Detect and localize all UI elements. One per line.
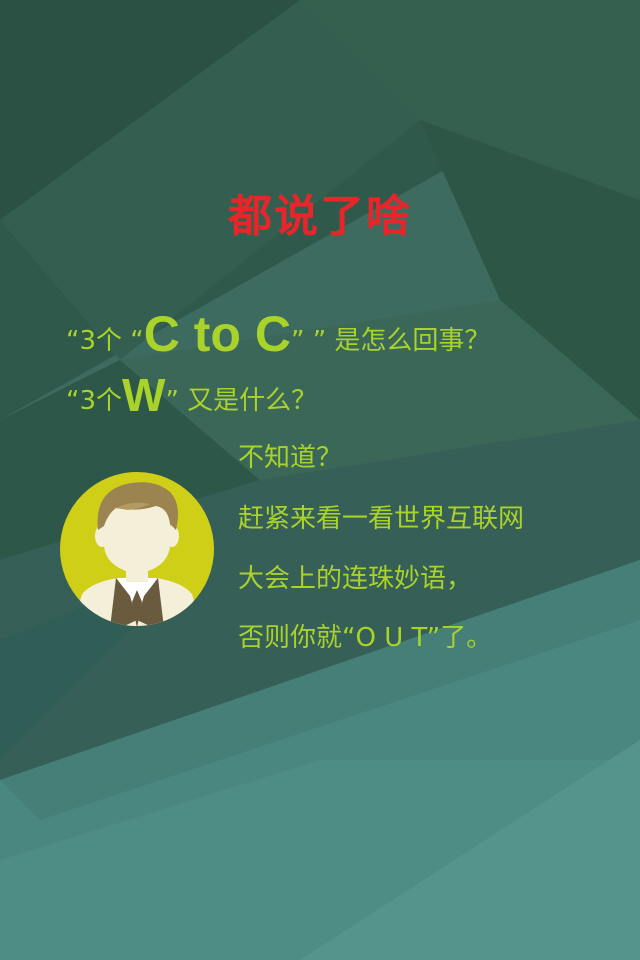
question-2-prefix: “3个: [66, 386, 123, 416]
question-2-suffix: ” 又是什么？: [165, 386, 318, 416]
man-avatar-icon: [58, 470, 216, 628]
question-line-1: “3个 “C to C” ” 是怎么回事？: [66, 305, 490, 363]
w-emphasis: W: [122, 369, 166, 421]
message-line-3: 大会上的连珠妙语，: [238, 564, 473, 594]
page-title: 都说了啥: [228, 191, 412, 242]
message-line-4: 否则你就“O U T”了。: [238, 623, 493, 653]
question-line-2: “3个W” 又是什么？: [66, 368, 317, 422]
c-to-c-emphasis: C to C: [143, 306, 291, 362]
question-1-prefix: “3个 “: [66, 326, 144, 356]
message-line-2: 赶紧来看一看世界互联网: [238, 504, 525, 534]
message-line-1: 不知道？: [238, 443, 343, 473]
question-1-suffix: ” ” 是怎么回事？: [290, 326, 491, 356]
